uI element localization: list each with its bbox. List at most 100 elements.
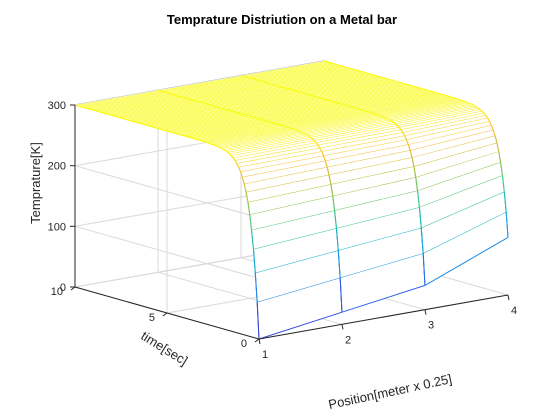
surface-mesh-line (146, 124, 149, 127)
surface-mesh-line (422, 253, 426, 286)
surface-mesh-line (423, 88, 426, 91)
surface-mesh-line (247, 202, 251, 216)
surface-mesh-line (259, 118, 262, 120)
surface-mesh-line (163, 91, 166, 93)
surface-facet (307, 120, 392, 137)
surface-mesh-line (211, 143, 214, 146)
surface-mesh-line (111, 114, 114, 117)
surface-facet (408, 125, 494, 151)
surface-mesh-line (404, 83, 407, 85)
surface-mesh-line (205, 103, 208, 105)
surface-mesh-line (100, 111, 103, 114)
surface-mesh-line (159, 90, 162, 92)
y-tick-label: 0 (241, 338, 247, 350)
surface-mesh-line (181, 96, 184, 99)
surface-facet (238, 151, 324, 172)
surface-mesh-line (229, 110, 232, 112)
surface-mesh-line (249, 195, 333, 216)
surface-mesh-line (266, 120, 269, 123)
surface-mesh-line (233, 111, 236, 113)
x-tick-mark (424, 309, 427, 315)
surface-mesh-line (262, 81, 266, 83)
surface-mesh-line (185, 97, 188, 100)
surface-mesh-line (85, 107, 89, 110)
temperature-surface (74, 60, 509, 340)
surface-mesh-line (245, 192, 249, 203)
surface-mesh-line (242, 75, 245, 78)
surface-mesh-line (323, 98, 326, 101)
x-tick-label: 1 (262, 349, 268, 361)
surface-mesh-line (181, 134, 184, 137)
surface-mesh-line (282, 125, 286, 127)
z-tick-label: 100 (48, 221, 66, 233)
surface-mesh-line (358, 70, 361, 72)
surface-mesh-line (218, 146, 221, 149)
surface-facet (338, 228, 424, 279)
surface-mesh-line (496, 142, 500, 152)
surface-mesh-line (288, 127, 291, 129)
surface-mesh-line (351, 68, 354, 70)
surface-mesh-line (135, 121, 138, 124)
surface-mesh-line (96, 110, 100, 113)
surface-mesh-line (271, 122, 275, 124)
surface-mesh-line (270, 83, 273, 85)
surface-mesh-line (240, 113, 243, 115)
surface-mesh-line (351, 106, 354, 108)
surface-facet (402, 115, 488, 136)
surface-mesh-line (183, 135, 186, 137)
surface-mesh-line (202, 102, 205, 104)
x-tick-mark (258, 338, 261, 345)
surface-mesh-line (373, 74, 376, 77)
surface-facet (332, 177, 418, 211)
surface-mesh-line (277, 123, 280, 126)
y-tick-mark (254, 338, 260, 343)
surface-mesh-line (465, 101, 468, 103)
surface-mesh-line (307, 93, 310, 96)
surface-mesh-line (481, 111, 485, 114)
surface-mesh-line (377, 75, 380, 78)
surface-mesh-line (301, 131, 304, 134)
surface-mesh-line (194, 85, 278, 102)
surface-mesh-line (358, 108, 361, 110)
surface-mesh-line (325, 99, 328, 101)
surface-mesh-line (199, 140, 203, 142)
surface-mesh-line (434, 91, 437, 94)
surface-mesh-line (419, 87, 422, 90)
surface-mesh-line (211, 104, 214, 107)
surface-mesh-line (360, 70, 363, 73)
surface-mesh-line (324, 160, 328, 168)
surface-facet (423, 212, 508, 286)
surface-mesh-line (393, 122, 396, 125)
surface-mesh-line (387, 118, 391, 121)
surface-mesh-line (273, 84, 277, 86)
surface-mesh-line (95, 110, 98, 112)
surface-mesh-line (332, 196, 336, 211)
surface-mesh-line (424, 236, 509, 286)
surface-mesh-line (378, 114, 381, 117)
surface-mesh-line (257, 79, 260, 82)
surface-mesh-line (194, 138, 197, 140)
surface-mesh-line (342, 103, 345, 106)
surface-mesh-line (485, 115, 489, 119)
surface-facet (227, 137, 313, 155)
surface-facet (397, 109, 483, 128)
surface-facet (240, 156, 326, 178)
surface-mesh-line (301, 92, 304, 94)
surface-mesh-line (334, 210, 337, 229)
surface-mesh-line (243, 184, 247, 193)
surface-mesh-line (406, 139, 409, 145)
chart-title: Temprature Distriution on a Metal bar (167, 12, 397, 27)
surface-mesh-line (258, 311, 343, 340)
surface-mesh-line (78, 105, 81, 108)
surface-mesh-line (268, 83, 271, 85)
surface-mesh-line (166, 130, 169, 132)
surface-mesh-line (250, 77, 253, 80)
surface-mesh-line (305, 93, 308, 95)
surface-mesh-line (87, 108, 90, 110)
surface-mesh-line (150, 125, 153, 128)
surface-mesh-line (412, 85, 415, 87)
y-tick-label: 5 (149, 312, 155, 324)
surface-mesh-line (327, 99, 330, 102)
surface-facet (235, 145, 320, 164)
surface-mesh-line (329, 100, 332, 102)
